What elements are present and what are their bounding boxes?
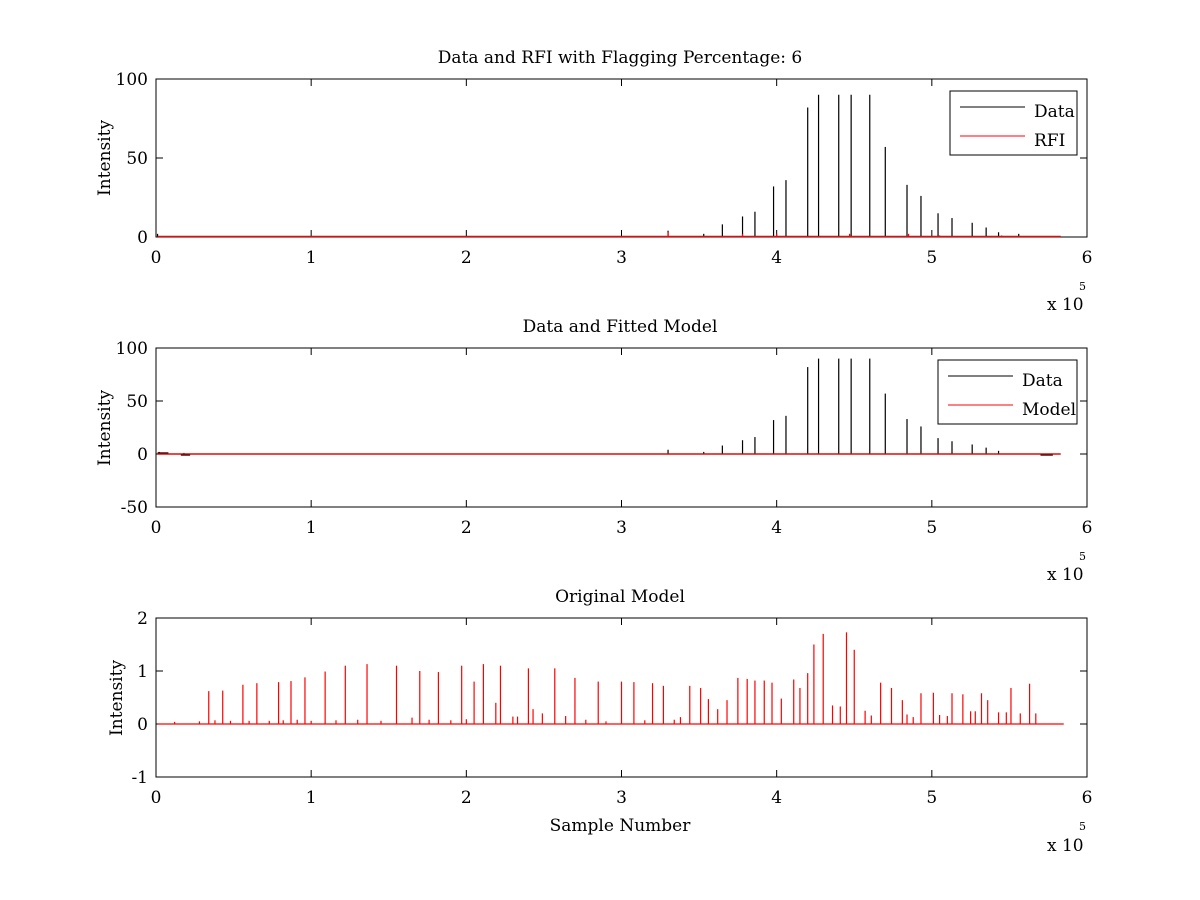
x-tick-label: 2 [461, 248, 472, 268]
x-tick-label: 5 [926, 518, 937, 538]
x-axis-label: Sample Number [550, 816, 692, 836]
plot-area [155, 78, 1088, 238]
series-group [157, 358, 1061, 456]
series-group [157, 632, 1064, 725]
x-tick-label: 6 [1082, 248, 1093, 268]
x-multiplier-exponent: 5 [1079, 550, 1086, 563]
x-tick-label: 6 [1082, 518, 1093, 538]
y-tick-label: 2 [137, 609, 148, 629]
y-axis-label: Intensity [95, 390, 115, 466]
y-tick-label: 0 [137, 228, 148, 248]
x-multiplier-exponent: 5 [1079, 280, 1086, 293]
y-tick-label: 1 [137, 662, 148, 682]
axis-ticks: 0 1 2 3 4 5 6 0 50 100 [116, 70, 1093, 268]
x-tick-label: 4 [771, 248, 782, 268]
y-tick-label: 50 [126, 392, 148, 412]
x-tick-label: 6 [1082, 788, 1093, 808]
series-group [156, 94, 1061, 238]
y-tick-label: -1 [131, 768, 148, 788]
y-tick-label: 50 [126, 149, 148, 169]
y-tick-label: 0 [137, 715, 148, 735]
y-tick-label: 100 [116, 339, 148, 359]
x-multiplier: x 10 [1047, 565, 1084, 585]
y-tick-label: 100 [116, 70, 148, 90]
x-tick-label: 3 [616, 248, 627, 268]
y-tick-label: -50 [121, 498, 148, 518]
legend-box [949, 90, 1078, 156]
legend: Data RFI [949, 90, 1078, 156]
legend: Data Model [937, 359, 1078, 425]
x-tick-label: 5 [926, 248, 937, 268]
y-axis-label: Intensity [95, 120, 115, 196]
x-tick-label: 5 [926, 788, 937, 808]
plot-area [155, 347, 1088, 508]
panel-data-model: Data and Fitted Model Intensity 0 1 2 3 4 5 6 -… [95, 317, 1092, 585]
chart-title: Original Model [555, 587, 685, 607]
chart-title: Data and Fitted Model [523, 317, 718, 337]
chart-title: Data and RFI with Flagging Percentage: 6 [438, 48, 802, 68]
x-multiplier-exponent: 5 [1079, 820, 1086, 833]
x-tick-label: 4 [771, 518, 782, 538]
panel-data-rfi: Data and RFI with Flagging Percentage: 6… [95, 48, 1092, 315]
x-tick-label: 1 [306, 518, 317, 538]
legend-label-data: Data [1034, 102, 1075, 122]
y-axis-label: Intensity [107, 660, 127, 736]
x-tick-label: 3 [616, 518, 627, 538]
legend-box [937, 359, 1078, 425]
x-multiplier: x 10 [1047, 836, 1084, 856]
x-tick-label: 1 [306, 788, 317, 808]
x-multiplier: x 10 [1047, 295, 1084, 315]
x-tick-label: 3 [616, 788, 627, 808]
x-tick-label: 0 [151, 518, 162, 538]
legend-label-model: Model [1022, 400, 1076, 420]
x-tick-label: 2 [461, 788, 472, 808]
legend-label-data: Data [1022, 371, 1063, 391]
x-tick-label: 0 [151, 788, 162, 808]
x-tick-label: 4 [771, 788, 782, 808]
x-tick-label: 2 [461, 518, 472, 538]
x-tick-label: 0 [151, 248, 162, 268]
legend-label-rfi: RFI [1034, 131, 1065, 151]
x-tick-label: 1 [306, 248, 317, 268]
y-tick-label: 0 [137, 445, 148, 465]
